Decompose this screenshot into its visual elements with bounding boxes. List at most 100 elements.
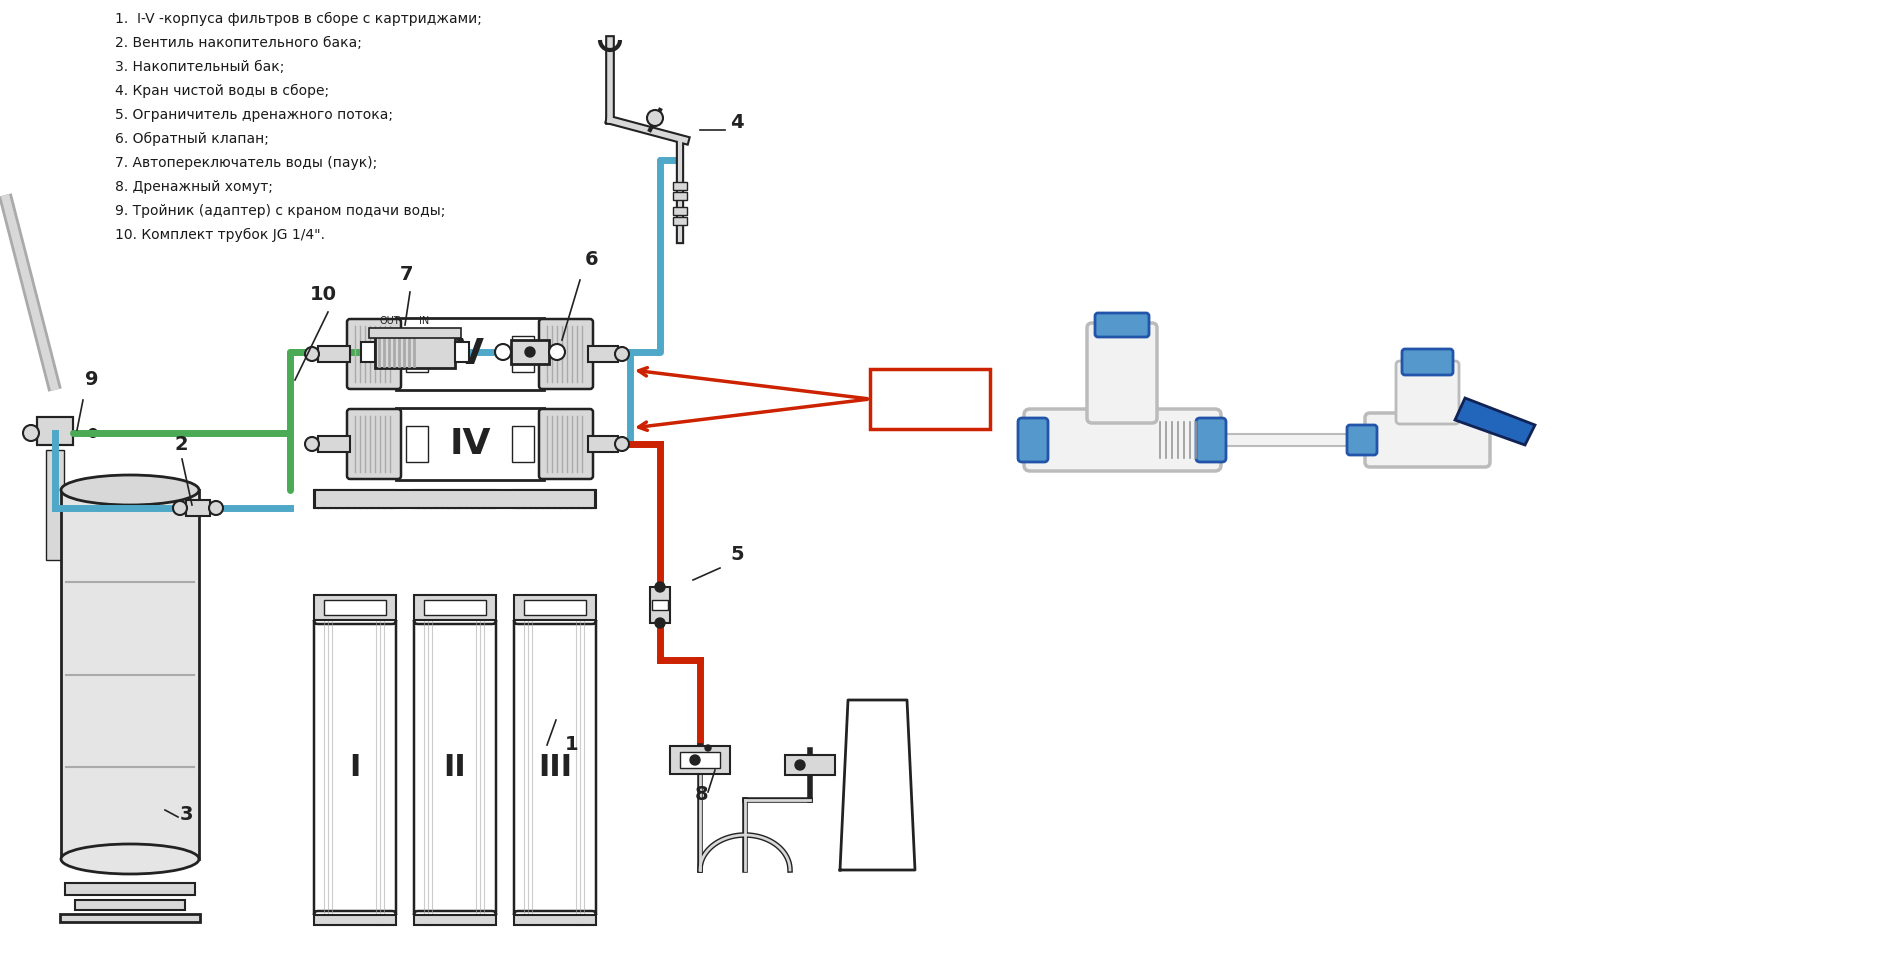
Text: IN: IN [419,316,428,326]
Bar [376,336,455,368]
Bar [45,450,64,560]
Text: I: I [349,753,360,782]
Text: 6: 6 [585,250,598,269]
FancyBboxPatch shape [540,319,593,389]
Circle shape [794,760,806,770]
Bar [38,417,74,445]
Text: 9. Тройник (адаптер) с краном подачи воды;: 9. Тройник (адаптер) с краном подачи вод… [115,204,445,218]
Bar [60,914,200,922]
Circle shape [525,347,536,357]
Bar [313,595,396,620]
Bar [589,346,619,362]
Bar [511,336,534,372]
Bar [425,600,487,615]
Text: 3: 3 [179,805,194,824]
Circle shape [706,745,711,751]
Bar [511,340,549,364]
Text: V: V [457,337,483,371]
Text: 4: 4 [730,113,743,132]
FancyBboxPatch shape [347,319,402,389]
Bar [38,417,74,445]
Bar [64,883,194,895]
Bar [670,746,730,774]
Bar [1225,434,1370,446]
Bar [413,915,496,925]
Ellipse shape [60,475,198,505]
Circle shape [89,429,96,437]
Circle shape [23,425,40,441]
Text: 10: 10 [309,285,338,304]
Circle shape [647,110,662,126]
Bar [649,587,670,623]
Circle shape [306,437,319,451]
Bar [589,436,619,452]
Circle shape [209,501,223,515]
Bar [674,207,687,215]
Bar [525,600,587,615]
Bar [513,490,596,508]
Bar [315,490,594,508]
Circle shape [655,618,664,628]
FancyBboxPatch shape [347,409,402,479]
Text: 1.  I-V -корпуса фильтров в сборе с картриджами;: 1. I-V -корпуса фильтров в сборе с картр… [115,12,481,26]
Circle shape [615,437,628,451]
Bar [511,426,534,462]
Text: III: III [538,753,572,782]
FancyBboxPatch shape [1347,425,1378,455]
Text: 10. Комплект трубок JG 1/4".: 10. Комплект трубок JG 1/4". [115,228,325,242]
Bar [785,755,836,775]
Bar [413,595,496,620]
Text: 9: 9 [85,370,98,389]
Circle shape [174,501,187,515]
Bar [513,595,596,620]
Text: 5: 5 [730,545,743,564]
FancyBboxPatch shape [313,620,396,915]
Circle shape [494,344,511,360]
Bar [870,369,991,429]
FancyBboxPatch shape [1396,361,1459,424]
FancyBboxPatch shape [1087,323,1157,423]
Circle shape [655,582,664,592]
Bar [319,436,349,452]
Text: 6. Обратный клапан;: 6. Обратный клапан; [115,132,268,146]
FancyBboxPatch shape [1094,313,1149,337]
FancyBboxPatch shape [1025,409,1221,471]
Bar [406,336,428,372]
Bar [313,490,396,508]
Bar [325,600,387,615]
Text: 2. Вентиль накопительного бака;: 2. Вентиль накопительного бака; [115,36,362,50]
Text: 2: 2 [175,435,189,454]
Bar [455,342,470,362]
Circle shape [306,347,319,361]
Bar [513,915,596,925]
Bar [370,328,460,338]
FancyBboxPatch shape [413,620,496,915]
Text: 4. Кран чистой воды в сборе;: 4. Кран чистой воды в сборе; [115,84,328,98]
Bar [679,752,721,768]
Bar [413,490,496,508]
Circle shape [615,347,628,361]
Bar [396,318,543,390]
Bar [319,346,349,362]
FancyBboxPatch shape [1017,418,1047,462]
Bar [674,192,687,200]
Text: 7: 7 [400,265,413,284]
FancyBboxPatch shape [513,620,596,915]
Text: OUT: OUT [379,316,400,326]
Bar [187,500,209,516]
Text: 1: 1 [564,735,579,754]
Ellipse shape [60,844,198,874]
Text: II: II [443,753,466,782]
Circle shape [549,344,564,360]
Text: 3. Накопительный бак;: 3. Накопительный бак; [115,60,285,74]
Bar [313,915,396,925]
Bar [396,408,543,480]
Circle shape [691,755,700,765]
Bar [60,490,198,859]
Text: 8: 8 [694,785,710,804]
Bar [406,426,428,462]
Text: IV: IV [449,427,491,461]
Bar [674,182,687,190]
Bar [75,900,185,910]
FancyBboxPatch shape [1402,349,1453,375]
